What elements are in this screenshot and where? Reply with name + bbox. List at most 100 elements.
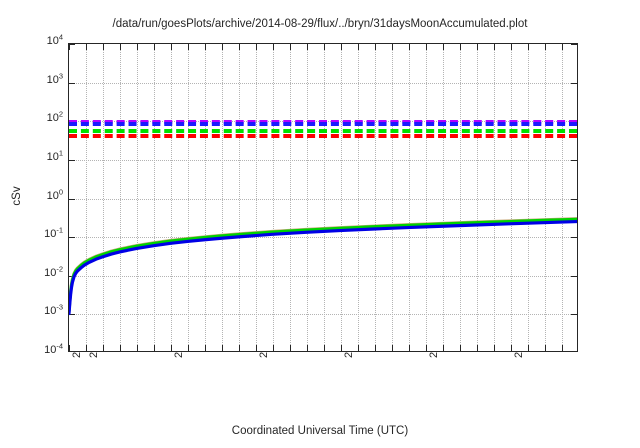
x-axis-tick-top <box>511 44 512 50</box>
x-axis-title: Coordinated Universal Time (UTC) <box>231 425 409 437</box>
limit-blue <box>69 122 577 127</box>
x-axis-tick-top <box>205 44 206 50</box>
x-axis-tick <box>103 345 104 351</box>
x-axis-tick-top <box>103 44 104 50</box>
limit-magenta <box>69 119 577 124</box>
horizontal-gridline <box>69 82 577 84</box>
x-axis-tick <box>545 345 546 351</box>
x-axis-tick <box>392 345 393 351</box>
horizontal-gridline <box>69 314 577 316</box>
vertical-gridline <box>528 44 529 351</box>
y-axis-tick-right <box>571 275 577 277</box>
y-tick-label: 101 <box>46 148 63 163</box>
vertical-gridline <box>239 44 240 351</box>
x-axis-tick <box>205 345 206 351</box>
x-axis-tick <box>358 345 359 351</box>
x-axis-tick-top <box>188 44 189 50</box>
vertical-gridline <box>392 44 393 351</box>
y-tick-label: 10-2 <box>44 264 63 279</box>
vertical-gridline <box>341 44 342 351</box>
x-axis-tick <box>460 345 461 351</box>
y-axis-tick <box>69 198 75 200</box>
horizontal-gridline <box>69 237 577 239</box>
x-axis-tick-top <box>392 44 393 50</box>
vertical-gridline <box>426 44 427 351</box>
vertical-gridline <box>409 44 410 351</box>
vertical-gridline <box>460 44 461 351</box>
x-axis-tick <box>477 345 478 351</box>
x-axis-tick <box>511 345 512 351</box>
x-axis-tick-top <box>256 44 257 50</box>
x-axis-tick-top <box>545 44 546 50</box>
x-axis-tick <box>137 345 138 351</box>
y-axis-tick <box>69 237 75 239</box>
y-axis-tick-right <box>571 82 577 84</box>
x-axis-tick-top <box>324 44 325 50</box>
y-axis-tick <box>69 159 75 161</box>
x-axis-tick-top <box>273 44 274 50</box>
vertical-gridline <box>443 44 444 351</box>
y-tick-label: 100 <box>46 186 63 202</box>
vertical-gridline <box>120 44 121 351</box>
x-axis-tick <box>273 345 274 351</box>
y-tick-label: 103 <box>46 70 63 86</box>
horizontal-gridline <box>69 275 577 277</box>
x-axis-tick-top <box>494 44 495 50</box>
y-tick-label: 10-4 <box>44 341 63 356</box>
x-axis-tick-top <box>120 44 121 50</box>
vertical-gridline <box>358 44 359 351</box>
vertical-gridline <box>307 44 308 351</box>
y-axis-tick <box>69 44 75 45</box>
y-axis-tick <box>69 314 75 316</box>
x-axis-tick-top <box>290 44 291 50</box>
data-curves <box>69 217 577 316</box>
vertical-gridline <box>545 44 546 351</box>
x-axis-tick <box>375 345 376 351</box>
vertical-gridline <box>324 44 325 351</box>
x-axis-tick-top <box>222 44 223 50</box>
x-axis-tick-top <box>171 44 172 50</box>
x-axis-tick-top <box>528 44 529 50</box>
x-axis-tick <box>409 345 410 351</box>
vertical-gridline <box>222 44 223 351</box>
vertical-gridline <box>477 44 478 351</box>
x-axis-tick <box>562 345 563 351</box>
x-axis-tick <box>239 345 240 351</box>
x-axis-tick-top <box>137 44 138 50</box>
vertical-gridline <box>103 44 104 351</box>
vertical-gridline <box>511 44 512 351</box>
x-axis-tick-top <box>375 44 376 50</box>
y-axis-tick-right <box>571 314 577 316</box>
accumulated-dose-green <box>69 217 577 314</box>
y-tick-label: 102 <box>46 109 63 125</box>
y-axis-title: cSv <box>11 186 23 206</box>
x-axis-tick-top <box>409 44 410 50</box>
vertical-gridline <box>562 44 563 351</box>
x-axis-tick <box>341 345 342 351</box>
x-axis-tick-top <box>460 44 461 50</box>
vertical-gridline <box>375 44 376 351</box>
x-axis-tick-top <box>443 44 444 50</box>
vertical-gridline <box>154 44 155 351</box>
x-axis-tick-top <box>69 44 70 50</box>
x-axis-tick <box>120 345 121 351</box>
x-axis-tick-top <box>341 44 342 50</box>
x-axis-tick <box>188 345 189 351</box>
vertical-gridline <box>256 44 257 351</box>
x-axis-tick-top <box>358 44 359 50</box>
y-tick-label: 10-3 <box>44 302 63 318</box>
x-axis-tick <box>69 345 70 351</box>
x-axis-tick-top <box>307 44 308 50</box>
x-axis-tick <box>171 345 172 351</box>
vertical-gridline <box>494 44 495 351</box>
x-axis-tick <box>256 345 257 351</box>
horizontal-gridline <box>69 198 577 200</box>
vertical-gridline <box>290 44 291 351</box>
vertical-gridline <box>273 44 274 351</box>
y-axis-tick-right <box>571 237 577 239</box>
vertical-gridline <box>205 44 206 351</box>
y-tick-label: 10-1 <box>44 225 63 241</box>
x-axis-tick-top <box>154 44 155 50</box>
vertical-gridline <box>137 44 138 351</box>
x-axis-tick-top <box>86 44 87 50</box>
